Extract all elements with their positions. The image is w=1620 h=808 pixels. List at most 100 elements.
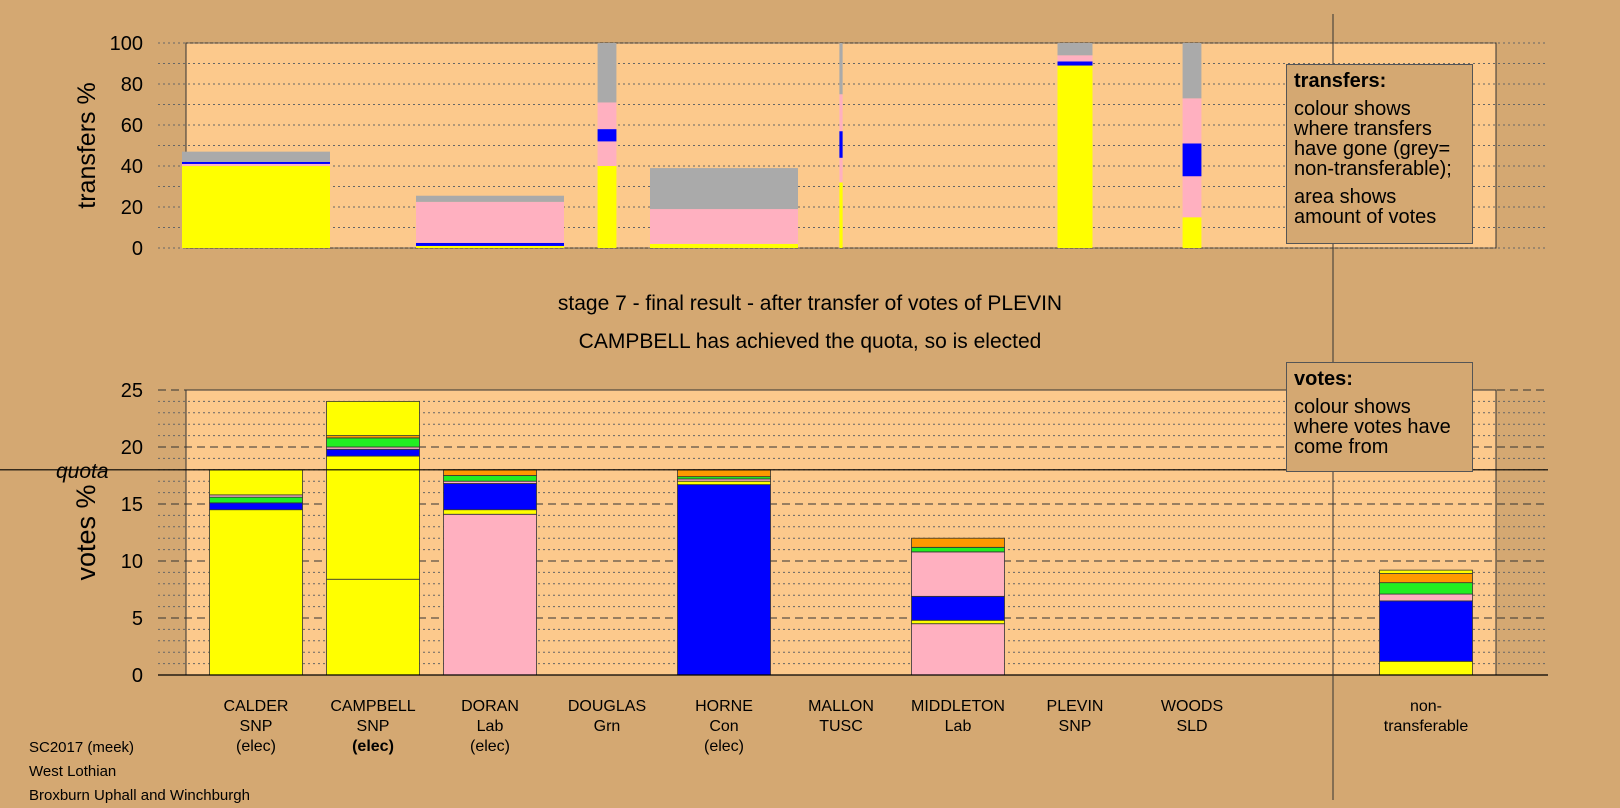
candidate-party-label: TUSC (819, 718, 863, 735)
transfers-y-tick-label: 40 (121, 156, 143, 178)
transfer-segment-woods (1182, 98, 1202, 144)
transfer-segment-plevin (1057, 61, 1093, 66)
candidate-name-label: WOODS (1161, 698, 1223, 715)
candidate-party-label: Con (709, 718, 738, 735)
votes-y-tick-label: 20 (121, 437, 143, 459)
candidate-status-label: (elec) (470, 738, 510, 755)
transfer-segment-plevin (1057, 55, 1093, 62)
candidate-party-label: SNP (240, 718, 273, 735)
vote-segment-horne (677, 469, 771, 478)
transfer-segment-mallon (839, 157, 843, 183)
candidate-party-label: transferable (1384, 718, 1469, 735)
transfer-segment-douglas (597, 43, 617, 103)
legend-transfers-text2: area shows amount of votes (1294, 186, 1437, 228)
vote-segment-non- (1379, 569, 1473, 574)
stage-title: stage 7 - final result - after transfer … (557, 292, 1063, 315)
vote-segment-non- (1379, 573, 1473, 584)
vote-segment-campbell (326, 455, 420, 580)
candidate-name-label: DORAN (461, 698, 519, 715)
transfer-segment-calder (181, 151, 331, 162)
vote-segment-non- (1379, 660, 1473, 676)
transfer-segment-mallon (839, 131, 843, 158)
votes-y-tick-label: 5 (132, 608, 143, 630)
vote-segment-middleton (911, 595, 1005, 621)
vote-segment-horne (677, 480, 771, 486)
transfer-segment-mallon (839, 43, 843, 95)
transfer-segment-horne (649, 243, 799, 248)
transfer-segment-mallon (839, 94, 843, 132)
transfers-y-tick-label: 0 (132, 238, 143, 260)
vote-segment-non- (1379, 593, 1473, 602)
votes-y-tick-label: 15 (121, 494, 143, 516)
vote-segment-calder (209, 469, 303, 496)
legend-votes: votes: colour shows where votes have com… (1286, 362, 1473, 472)
candidate-name-label: CALDER (224, 698, 289, 715)
votes-y-tick-label: 25 (121, 380, 143, 402)
candidate-party-label: SNP (357, 718, 390, 735)
transfers-y-axis-label: transfers % (73, 82, 101, 208)
candidate-name-label: HORNE (695, 698, 753, 715)
legend-votes-title: votes: (1294, 368, 1353, 390)
vote-segment-doran (443, 469, 537, 476)
vote-segment-doran (443, 475, 537, 482)
transfer-segment-doran (415, 201, 565, 243)
vote-segment-doran (443, 483, 537, 511)
vote-segment-middleton (911, 537, 1005, 548)
transfer-segment-mallon (839, 182, 843, 248)
transfer-segment-woods (1182, 143, 1202, 177)
transfer-segment-calder (181, 161, 331, 164)
vote-segment-doran (443, 513, 537, 676)
vote-segment-non- (1379, 600, 1473, 662)
transfer-segment-doran (415, 242, 565, 246)
transfers-y-tick-label: 20 (121, 197, 143, 219)
candidate-status-label: (elec) (704, 738, 744, 755)
candidate-party-label: Lab (945, 718, 972, 735)
vote-segment-middleton (911, 546, 1005, 553)
vote-segment-calder (209, 502, 303, 511)
transfer-segment-douglas (597, 102, 617, 130)
transfer-segment-douglas (597, 166, 617, 248)
transfer-segment-woods (1182, 43, 1202, 99)
transfer-segment-plevin (1057, 65, 1093, 248)
candidate-name-label: non- (1410, 698, 1442, 715)
legend-transfers: transfers: colour shows where transfers … (1286, 64, 1473, 244)
footer-line-3: Broxburn Uphall and Winchburgh (29, 787, 250, 804)
transfers-y-tick-label: 100 (110, 33, 143, 55)
transfer-segment-calder (181, 163, 331, 166)
legend-votes-text: colour shows where votes have come from (1294, 396, 1451, 458)
vote-segment-campbell (326, 578, 420, 676)
vote-segment-non- (1379, 582, 1473, 595)
quota-label: quota (56, 460, 109, 483)
transfers-y-tick-label: 60 (121, 115, 143, 137)
candidate-name-label: MIDDLETON (911, 698, 1005, 715)
stage-subtitle: CAMPBELL has achieved the quota, so is e… (578, 330, 1042, 353)
votes-y-tick-label: 0 (132, 665, 143, 687)
transfer-segment-horne (649, 209, 799, 244)
transfer-segment-calder (181, 166, 331, 248)
vote-segment-middleton (911, 623, 1005, 676)
votes-y-tick-label: 10 (121, 551, 143, 573)
vote-segment-middleton (911, 551, 1005, 597)
footer-line-1: SC2017 (meek) (29, 739, 135, 756)
candidate-party-label: Lab (477, 718, 504, 735)
footer-line-2: West Lothian (29, 763, 117, 780)
candidate-party-label: Grn (594, 718, 621, 735)
candidate-party-label: SNP (1059, 718, 1092, 735)
legend-transfers-title: transfers: (1294, 70, 1387, 92)
vote-segment-horne (677, 484, 771, 676)
vote-segment-campbell (326, 448, 420, 457)
legend-transfers-text1: colour shows where transfers have gone (… (1294, 98, 1452, 180)
vote-segment-campbell (326, 400, 420, 436)
transfer-segment-doran (415, 245, 565, 248)
transfers-y-tick-label: 80 (121, 74, 143, 96)
vote-segment-middleton (911, 619, 1005, 625)
transfer-segment-douglas (597, 129, 617, 142)
transfer-segment-douglas (597, 141, 617, 166)
vote-segment-doran (443, 509, 537, 515)
votes-y-axis-label: votes % (71, 484, 101, 580)
candidate-name-label: MALLON (808, 698, 874, 715)
candidate-name-label: PLEVIN (1047, 698, 1104, 715)
vote-segment-campbell (326, 437, 420, 448)
candidate-party-label: SLD (1176, 718, 1207, 735)
